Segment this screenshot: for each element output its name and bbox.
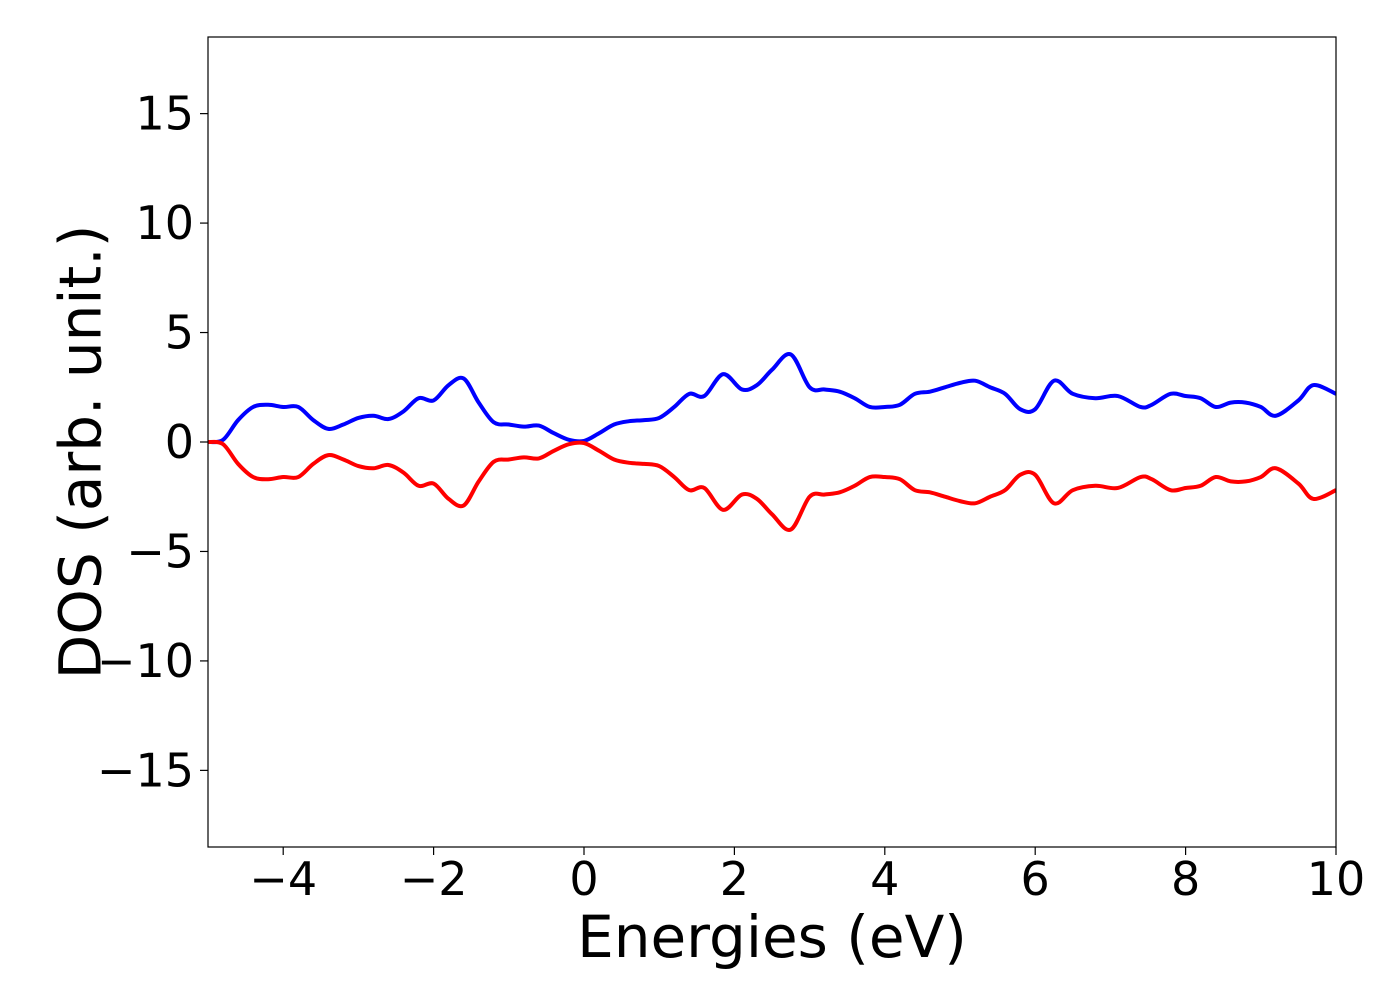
x-axis-ticks: −4 −2 0 2 4 6 8 10 <box>249 847 1365 906</box>
spin-down-line <box>208 439 1336 532</box>
x-tick-label: 2 <box>720 852 749 906</box>
y-tick-label: 10 <box>135 196 194 250</box>
x-tick-label: 0 <box>569 852 598 906</box>
x-tick-label: 4 <box>870 852 899 906</box>
x-axis-label: Energies (eV) <box>577 903 967 971</box>
y-axis-label: DOS (arb. unit.) <box>46 225 114 680</box>
y-tick-label: −5 <box>126 524 194 578</box>
plot-frame <box>207 36 1337 848</box>
y-tick-label: −15 <box>97 743 194 797</box>
x-tick-label: −2 <box>400 852 468 906</box>
series-layer <box>208 352 1336 532</box>
x-tick-label: 10 <box>1307 852 1366 906</box>
y-axis-ticks: 15 10 5 0 −5 −10 −15 <box>97 87 208 797</box>
y-tick-label: 0 <box>165 415 194 469</box>
x-tick-label: −4 <box>249 852 317 906</box>
y-tick-label: 15 <box>135 87 194 141</box>
spin-up-line <box>208 352 1336 445</box>
x-tick-label: 6 <box>1021 852 1050 906</box>
x-tick-label: 8 <box>1171 852 1200 906</box>
y-tick-label: 5 <box>165 306 194 360</box>
y-tick-label: −10 <box>97 634 194 688</box>
